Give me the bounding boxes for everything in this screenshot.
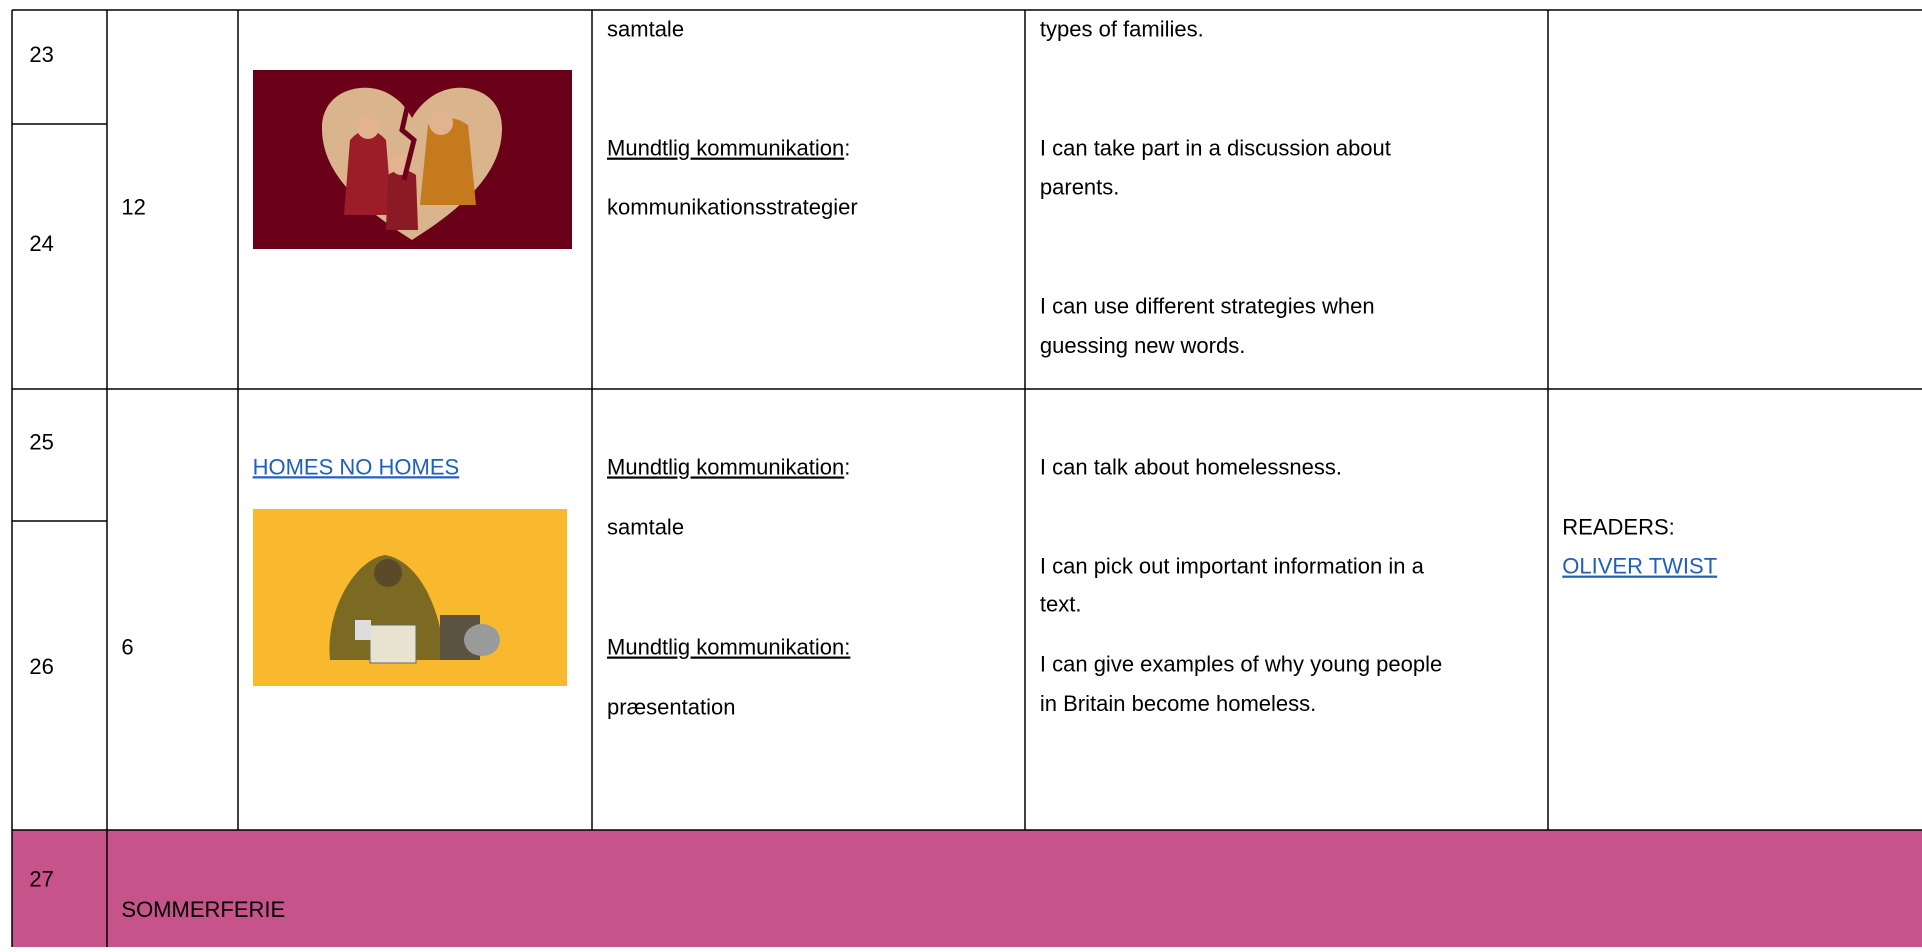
goal-text: I can use different strategies when — [1040, 294, 1375, 319]
goal-text: guessing new words. — [1040, 333, 1245, 358]
notes-label: READERS: — [1562, 514, 1674, 539]
week: 27 — [29, 866, 53, 891]
topic-link[interactable]: HOMES NO HOMES — [253, 454, 460, 479]
goal-text: types of families. — [1040, 16, 1204, 41]
area-heading: Mundtlig kommunikation: — [607, 635, 850, 660]
week: 24 — [29, 231, 53, 256]
area-heading-label: Mundtlig kommunikation — [607, 454, 844, 479]
goal-text: I can talk about homelessness. — [1040, 454, 1342, 479]
area-heading: Mundtlig kommunikation: — [607, 454, 850, 479]
area-heading-suffix: : — [844, 135, 850, 160]
lessons: 12 — [121, 194, 145, 219]
goal-text: parents. — [1040, 175, 1120, 200]
homeless-image — [253, 509, 567, 686]
area-text: samtale — [607, 514, 684, 539]
holiday-label: SOMMERFERIE — [121, 897, 285, 922]
week: 23 — [29, 42, 53, 67]
lessons: 6 — [121, 635, 133, 660]
goal-text: in Britain become homeless. — [1040, 691, 1316, 716]
goal-text: I can give examples of why young people — [1040, 652, 1442, 677]
grid — [11, 9, 1922, 947]
goal-text: I can pick out important information in … — [1040, 554, 1425, 579]
holiday-row — [12, 830, 1922, 947]
week: 26 — [29, 654, 53, 679]
week: 25 — [29, 430, 53, 455]
goal-text: I can take part in a discussion about — [1040, 135, 1391, 160]
area-heading: Mundtlig kommunikation: — [607, 135, 850, 160]
family-image — [253, 70, 572, 249]
area-heading-label: Mundtlig kommunikation — [607, 135, 844, 160]
area-heading-suffix: : — [844, 454, 850, 479]
area-text: præsentation — [607, 695, 735, 720]
notes-link[interactable]: OLIVER TWIST — [1562, 554, 1717, 579]
area-text: samtale — [607, 16, 684, 41]
goal-text: text. — [1040, 592, 1082, 617]
area-text: kommunikationsstrategier — [607, 194, 858, 219]
